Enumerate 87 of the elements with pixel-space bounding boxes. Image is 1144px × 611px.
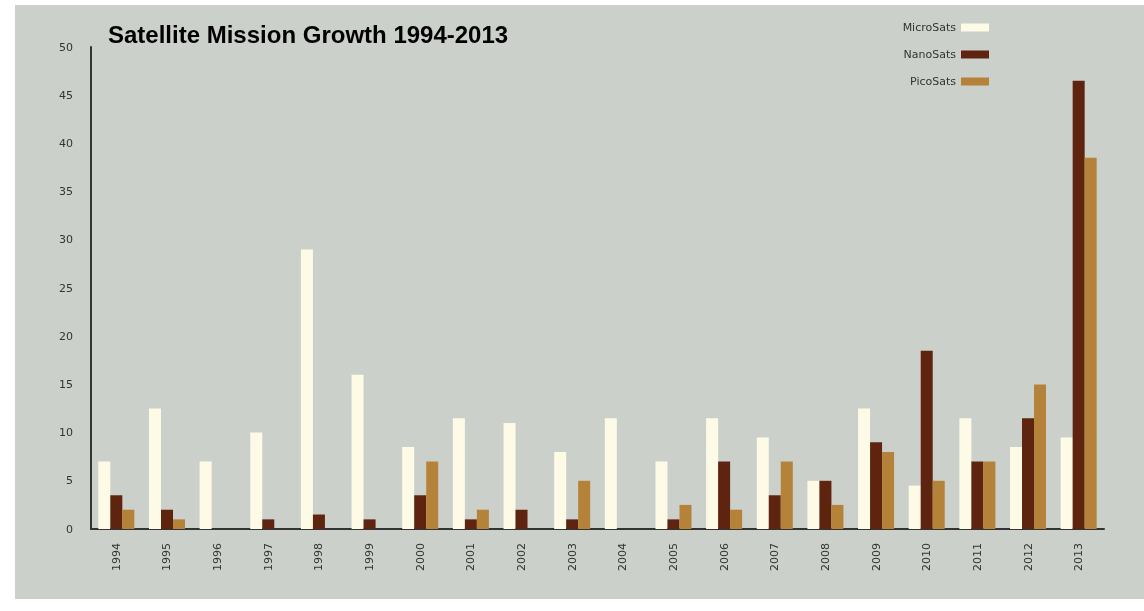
bar bbox=[476, 509, 489, 529]
bar bbox=[160, 509, 173, 529]
bar bbox=[706, 418, 719, 529]
bar bbox=[882, 451, 895, 529]
y-tick-label: 15 bbox=[59, 377, 73, 391]
bar bbox=[870, 442, 883, 529]
bar bbox=[667, 519, 680, 529]
y-tick-label: 45 bbox=[59, 88, 73, 102]
bar bbox=[730, 509, 743, 529]
bar bbox=[1034, 384, 1047, 529]
legend-label: MicroSats bbox=[902, 21, 957, 34]
bar bbox=[503, 422, 516, 529]
bar bbox=[920, 350, 933, 529]
bar bbox=[1084, 157, 1097, 529]
y-tick-label: 35 bbox=[59, 185, 73, 199]
y-tick-label: 50 bbox=[59, 40, 73, 54]
bar bbox=[1022, 418, 1035, 529]
bar bbox=[959, 418, 972, 529]
bar bbox=[908, 485, 921, 529]
bar bbox=[464, 519, 477, 529]
bar bbox=[110, 495, 123, 529]
bar bbox=[971, 461, 984, 529]
x-tick-label: 2007 bbox=[768, 543, 782, 571]
y-tick-label: 10 bbox=[59, 426, 73, 440]
bar bbox=[199, 461, 212, 529]
bar bbox=[148, 408, 161, 529]
bar bbox=[566, 519, 579, 529]
bar bbox=[1072, 80, 1085, 529]
bar bbox=[515, 509, 528, 529]
x-tick-label: 2009 bbox=[869, 543, 883, 571]
y-tick-label: 30 bbox=[59, 233, 73, 247]
x-tick-label: 2013 bbox=[1072, 543, 1086, 571]
bar bbox=[655, 461, 668, 529]
bar bbox=[554, 451, 567, 529]
bar bbox=[858, 408, 871, 529]
bar bbox=[604, 418, 617, 529]
y-tick-label: 25 bbox=[59, 281, 73, 295]
bar bbox=[452, 418, 465, 529]
x-tick-label: 2001 bbox=[464, 543, 478, 571]
bar bbox=[578, 480, 591, 529]
bar bbox=[262, 519, 275, 529]
bar bbox=[300, 249, 313, 529]
bar bbox=[1060, 437, 1073, 529]
bar bbox=[756, 437, 769, 529]
bar bbox=[819, 480, 832, 529]
x-tick-label: 1996 bbox=[211, 543, 225, 571]
x-tick-label: 2004 bbox=[616, 543, 630, 571]
chart-title: Satellite Mission Growth 1994-2013 bbox=[108, 20, 509, 48]
x-tick-label: 1994 bbox=[109, 543, 123, 571]
bar bbox=[172, 519, 185, 529]
x-tick-label: 1995 bbox=[160, 543, 174, 571]
bar bbox=[402, 447, 415, 529]
x-tick-label: 2011 bbox=[970, 543, 984, 571]
x-tick-label: 1999 bbox=[363, 543, 377, 571]
bar bbox=[807, 480, 820, 529]
x-tick-label: 2010 bbox=[920, 543, 934, 571]
x-tick-label: 2003 bbox=[565, 543, 579, 571]
x-tick-label: 1998 bbox=[312, 543, 326, 571]
bar bbox=[932, 480, 945, 529]
bar bbox=[312, 514, 325, 529]
bar bbox=[718, 461, 731, 529]
x-tick-label: 1997 bbox=[261, 543, 275, 571]
x-tick-label: 2000 bbox=[413, 543, 427, 571]
bar bbox=[98, 461, 111, 529]
bar bbox=[831, 504, 844, 529]
legend-label: PicoSats bbox=[910, 75, 957, 88]
bar bbox=[780, 461, 793, 529]
x-tick-label: 2012 bbox=[1021, 543, 1035, 571]
bar bbox=[1010, 447, 1023, 529]
bar bbox=[983, 461, 996, 529]
bar bbox=[363, 519, 376, 529]
y-tick-label: 5 bbox=[66, 474, 73, 488]
bar bbox=[426, 461, 439, 529]
y-tick-label: 40 bbox=[59, 136, 73, 150]
legend-label: NanoSats bbox=[903, 48, 957, 61]
x-tick-label: 2002 bbox=[515, 543, 529, 571]
x-tick-label: 2005 bbox=[666, 543, 680, 571]
x-tick-label: 2008 bbox=[818, 543, 832, 571]
x-tick-label: 2006 bbox=[717, 543, 731, 571]
bar bbox=[351, 374, 364, 529]
y-tick-label: 20 bbox=[59, 329, 73, 343]
bar bbox=[250, 432, 263, 529]
y-tick-label: 0 bbox=[66, 522, 73, 536]
bar bbox=[679, 504, 692, 529]
bar bbox=[768, 495, 781, 529]
bar bbox=[414, 495, 427, 529]
bar bbox=[122, 509, 135, 529]
